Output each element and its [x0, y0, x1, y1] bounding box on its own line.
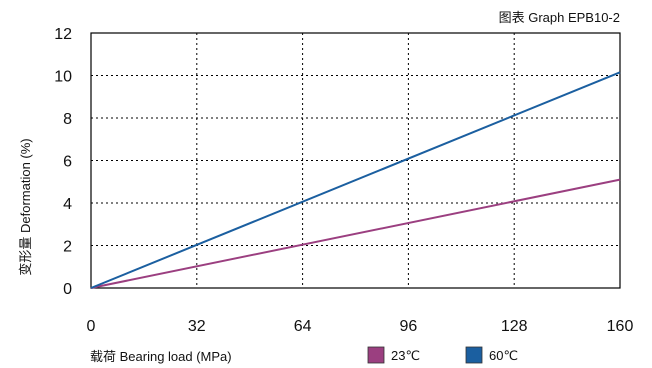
legend-swatch-23c: [367, 346, 385, 364]
legend: 23℃ 60℃: [367, 346, 518, 364]
series-line-1: [90, 71, 621, 289]
y-tick-label-4: 4: [63, 196, 72, 213]
y-tick-label-2: 2: [63, 239, 72, 256]
y-tick-label-6: 6: [63, 154, 72, 171]
y-tick-label-0: 0: [63, 281, 72, 298]
legend-label-60c: 60℃: [489, 348, 518, 363]
chart-title: 图表 Graph EPB10-2: [499, 10, 620, 25]
series-line-0: [90, 178, 621, 289]
y-tick-label-8: 8: [63, 111, 72, 128]
x-axis-label: 载荷 Bearing load (MPa): [90, 349, 232, 364]
x-tick-label-64: 64: [294, 318, 312, 335]
x-tick-label-160: 160: [607, 318, 634, 335]
grid: [91, 33, 620, 288]
y-axis-label: 变形量 Deformation (%): [18, 138, 33, 275]
x-tick-label-96: 96: [400, 318, 418, 335]
plot-area-frame: [90, 32, 621, 289]
tick-labels: 0 32 64 96 128 160 0 2 4 6 8 10 12: [54, 26, 633, 335]
x-tick-label-32: 32: [188, 318, 206, 335]
y-tick-label-12: 12: [54, 26, 72, 43]
x-tick-label-0: 0: [87, 318, 96, 335]
series-layer: [90, 71, 621, 289]
x-tick-label-128: 128: [501, 318, 528, 335]
legend-label-23c: 23℃: [391, 348, 420, 363]
y-tick-label-10: 10: [54, 69, 72, 86]
legend-swatch-60c: [465, 346, 483, 364]
